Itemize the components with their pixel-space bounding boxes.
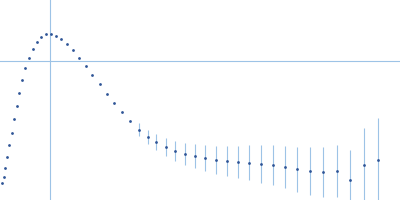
Point [19,78,26,82]
Point [258,162,264,166]
Point [70,48,76,52]
Point [58,37,64,41]
Point [43,32,49,36]
Point [136,128,142,131]
Point [182,152,188,155]
Point [13,104,20,108]
Point [246,161,252,164]
Point [172,149,178,152]
Point [153,140,160,144]
Point [347,178,353,182]
Point [64,42,70,46]
Point [282,165,288,168]
Point [26,56,32,59]
Point [38,35,44,38]
Point [375,158,381,162]
Point [34,40,40,43]
Point [127,119,134,123]
Point [361,163,367,167]
Point [30,47,36,50]
Point [144,135,151,138]
Point [202,156,208,160]
Point [48,32,54,36]
Point [8,131,15,134]
Point [82,64,89,67]
Point [294,167,301,171]
Point [16,91,22,95]
Point [320,170,326,173]
Point [192,154,198,158]
Point [333,169,340,173]
Point [4,155,10,158]
Point [119,110,126,114]
Point [6,143,13,147]
Point [76,56,82,59]
Point [96,82,103,85]
Point [0,181,5,184]
Point [2,166,9,169]
Point [104,92,110,95]
Point [162,145,169,148]
Point [89,73,96,76]
Point [213,158,219,161]
Point [224,159,230,162]
Point [0,175,7,178]
Point [22,66,29,70]
Point [111,101,118,105]
Point [11,117,17,121]
Point [307,169,314,173]
Point [53,34,59,37]
Point [270,163,276,167]
Point [235,160,241,163]
